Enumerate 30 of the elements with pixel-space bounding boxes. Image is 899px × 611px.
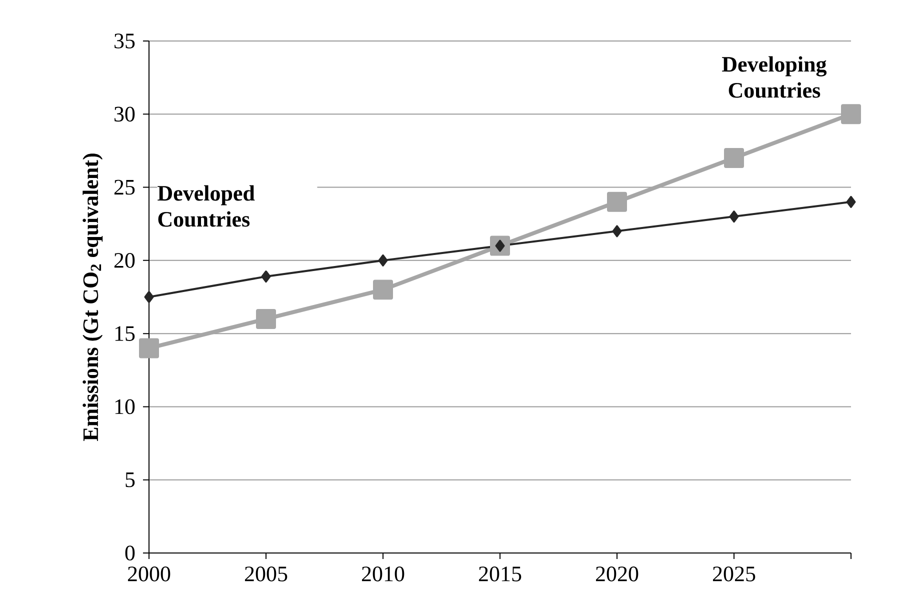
y-tick-label: 30 [114, 106, 135, 122]
point [724, 148, 744, 168]
point [373, 280, 394, 300]
y-tick-label: 10 [115, 399, 135, 414]
series-label: Developing Countries [722, 56, 827, 98]
x-tick-label: 2015 [478, 566, 522, 582]
point [729, 210, 739, 223]
point [612, 225, 622, 238]
point [607, 192, 628, 212]
point [841, 104, 862, 124]
y-tick-label: 15 [115, 326, 135, 341]
y-tick-label: 35 [114, 34, 135, 48]
point [256, 308, 276, 329]
point [144, 291, 154, 303]
x-tick-label: 2010 [362, 566, 404, 582]
y-tick-label: 25 [114, 180, 135, 195]
x-tick-label: 2000 [128, 566, 170, 582]
y-tick-label: 20 [114, 253, 135, 268]
y-tick-label: 5 [126, 472, 135, 488]
x-tick-label: 2025 [712, 566, 756, 582]
point [261, 270, 271, 283]
text: Developed Countries [158, 185, 255, 227]
x-tick-label: 2005 [244, 566, 288, 582]
x-tick-label: 2020 [596, 566, 638, 582]
point [139, 338, 160, 358]
point [495, 240, 505, 252]
point [846, 196, 856, 208]
y-tick-label: 0 [125, 546, 135, 560]
y-axis-title: Emissions (Gt CO$_{2}$ equivalent) [82, 154, 103, 441]
point [378, 254, 388, 266]
